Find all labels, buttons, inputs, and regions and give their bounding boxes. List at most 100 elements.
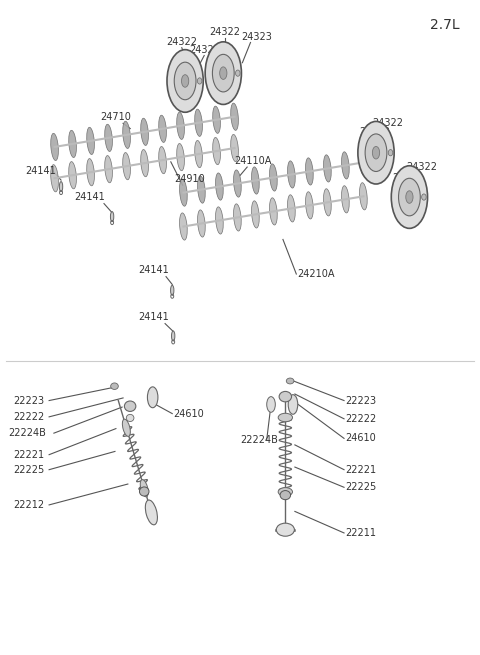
Ellipse shape <box>159 147 167 174</box>
Ellipse shape <box>288 395 298 414</box>
Ellipse shape <box>276 523 294 536</box>
Text: 22224B: 22224B <box>9 428 47 438</box>
Ellipse shape <box>197 78 202 84</box>
Ellipse shape <box>270 198 277 225</box>
Ellipse shape <box>180 213 187 240</box>
Ellipse shape <box>60 181 63 192</box>
Ellipse shape <box>324 155 331 182</box>
Ellipse shape <box>174 62 196 100</box>
Ellipse shape <box>198 210 205 237</box>
Text: 24322: 24322 <box>372 118 403 128</box>
Text: 22221: 22221 <box>13 450 45 460</box>
Text: 22225: 22225 <box>345 482 376 493</box>
Text: 24141: 24141 <box>25 166 56 176</box>
Text: 22224B: 22224B <box>240 435 278 445</box>
Ellipse shape <box>170 286 174 295</box>
Text: 24322: 24322 <box>406 162 437 172</box>
Ellipse shape <box>123 121 131 149</box>
Text: 22222: 22222 <box>345 414 376 424</box>
Ellipse shape <box>213 54 234 92</box>
Ellipse shape <box>306 158 313 185</box>
Text: 24141: 24141 <box>139 265 169 275</box>
Ellipse shape <box>171 331 175 341</box>
Ellipse shape <box>213 106 220 134</box>
Text: 24323: 24323 <box>360 127 391 137</box>
Ellipse shape <box>388 149 393 156</box>
Text: 24322: 24322 <box>209 28 240 37</box>
Ellipse shape <box>234 204 241 231</box>
Ellipse shape <box>270 164 277 191</box>
Ellipse shape <box>177 143 184 171</box>
Ellipse shape <box>342 152 349 179</box>
Ellipse shape <box>398 178 420 216</box>
Ellipse shape <box>360 183 367 210</box>
Text: 24323: 24323 <box>189 45 220 55</box>
Ellipse shape <box>306 192 313 219</box>
Ellipse shape <box>213 138 220 164</box>
Ellipse shape <box>288 195 295 222</box>
Text: 22221: 22221 <box>345 464 376 475</box>
Ellipse shape <box>167 50 203 112</box>
Ellipse shape <box>122 419 131 436</box>
Ellipse shape <box>69 130 76 157</box>
Ellipse shape <box>145 500 157 525</box>
Text: 22225: 22225 <box>13 464 45 475</box>
Text: 24610: 24610 <box>345 434 376 443</box>
Ellipse shape <box>87 159 95 186</box>
Ellipse shape <box>69 162 76 189</box>
Ellipse shape <box>406 191 413 203</box>
Ellipse shape <box>252 167 259 194</box>
Text: 24210A: 24210A <box>297 269 335 279</box>
Ellipse shape <box>110 212 114 221</box>
Ellipse shape <box>278 487 292 496</box>
Text: 2.7L: 2.7L <box>431 18 460 31</box>
Ellipse shape <box>358 121 394 184</box>
Text: 22211: 22211 <box>345 528 376 538</box>
Ellipse shape <box>288 161 295 188</box>
Ellipse shape <box>123 153 131 179</box>
Text: 24710: 24710 <box>100 112 132 122</box>
Ellipse shape <box>365 134 387 172</box>
Ellipse shape <box>140 479 148 497</box>
Ellipse shape <box>278 413 292 422</box>
Ellipse shape <box>198 176 205 203</box>
Ellipse shape <box>177 112 184 140</box>
Ellipse shape <box>126 415 134 422</box>
Ellipse shape <box>195 140 203 168</box>
Ellipse shape <box>360 149 367 176</box>
Ellipse shape <box>216 207 223 234</box>
Ellipse shape <box>231 103 239 130</box>
Ellipse shape <box>267 397 276 412</box>
Ellipse shape <box>252 201 259 228</box>
Ellipse shape <box>231 134 239 162</box>
Ellipse shape <box>342 186 349 213</box>
Ellipse shape <box>111 383 118 390</box>
Ellipse shape <box>205 42 241 104</box>
Ellipse shape <box>220 67 227 79</box>
Ellipse shape <box>324 189 331 216</box>
Text: 22223: 22223 <box>345 396 376 405</box>
Text: 24610: 24610 <box>173 409 204 419</box>
Ellipse shape <box>105 124 112 151</box>
Ellipse shape <box>195 109 203 136</box>
Ellipse shape <box>147 387 158 407</box>
Ellipse shape <box>236 70 240 76</box>
Ellipse shape <box>372 147 380 159</box>
Text: 24322: 24322 <box>166 37 197 47</box>
Ellipse shape <box>180 179 187 206</box>
Ellipse shape <box>181 75 189 87</box>
Ellipse shape <box>51 164 59 192</box>
Text: 22212: 22212 <box>13 500 45 510</box>
Text: 22222: 22222 <box>13 412 45 422</box>
Ellipse shape <box>105 156 112 183</box>
Ellipse shape <box>286 378 294 384</box>
Ellipse shape <box>279 392 291 402</box>
Text: 24141: 24141 <box>139 312 169 322</box>
Ellipse shape <box>159 115 167 142</box>
Text: 24910: 24910 <box>175 174 205 184</box>
Ellipse shape <box>421 194 426 200</box>
Text: 24141: 24141 <box>74 193 105 202</box>
Text: 24110A: 24110A <box>235 156 272 166</box>
Ellipse shape <box>391 166 428 229</box>
Text: 24323: 24323 <box>241 32 272 42</box>
